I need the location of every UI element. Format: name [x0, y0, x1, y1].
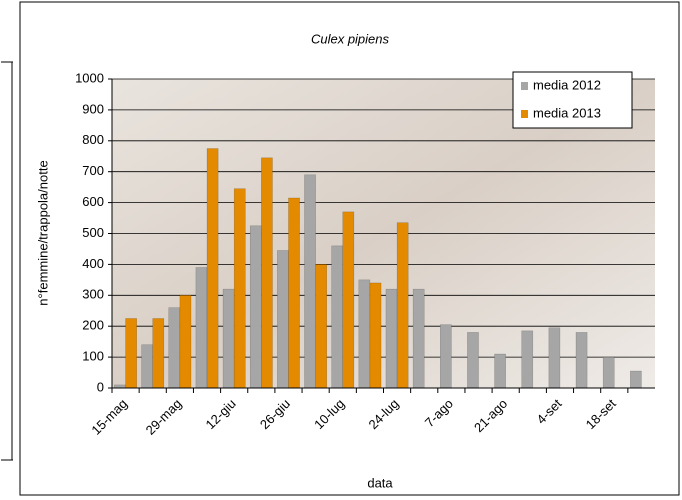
chart-title: Culex pipiens	[311, 31, 390, 46]
bar	[630, 371, 641, 388]
y-tick-label: 800	[82, 132, 104, 147]
bar	[359, 280, 370, 388]
bar	[386, 289, 397, 388]
bar	[207, 149, 218, 388]
bar	[332, 246, 343, 388]
bar	[142, 345, 153, 388]
y-tick-label: 500	[82, 225, 104, 240]
bar	[316, 264, 327, 388]
bar	[223, 289, 234, 388]
bar	[304, 175, 315, 388]
bar	[522, 331, 533, 388]
y-tick-label: 200	[82, 318, 104, 333]
bar	[180, 295, 191, 388]
chart: Culex pipiens data n°femmine/trappola/no…	[0, 0, 682, 500]
y-tick-label: 300	[82, 287, 104, 302]
bar	[277, 250, 288, 388]
bar	[234, 189, 245, 388]
bar	[126, 318, 137, 388]
bar	[250, 226, 261, 388]
y-tick-label: 400	[82, 256, 104, 271]
y-axis-label: n°femmine/trappola/notte	[35, 160, 50, 305]
bar	[413, 289, 424, 388]
legend-swatch	[521, 82, 528, 90]
bar	[343, 212, 354, 388]
y-tick-label: 1000	[75, 70, 104, 85]
bar	[495, 354, 506, 388]
bar	[261, 158, 272, 388]
bar	[440, 325, 451, 388]
bar	[576, 332, 587, 388]
bar	[603, 357, 614, 388]
y-tick-label: 900	[82, 101, 104, 116]
x-axis-label: data	[367, 475, 393, 490]
bar	[288, 198, 299, 388]
y-tick-label: 100	[82, 349, 104, 364]
legend-label: media 2013	[533, 105, 601, 120]
bar	[153, 318, 164, 388]
y-tick-label: 600	[82, 194, 104, 209]
bar	[549, 328, 560, 388]
bar	[370, 283, 381, 388]
bar	[467, 332, 478, 388]
bar	[397, 223, 408, 388]
y-tick-label: 700	[82, 163, 104, 178]
bar	[196, 267, 207, 388]
legend-label: media 2012	[533, 77, 601, 92]
y-tick-label: 0	[97, 379, 104, 394]
bar	[169, 308, 180, 388]
legend-swatch	[521, 110, 528, 118]
